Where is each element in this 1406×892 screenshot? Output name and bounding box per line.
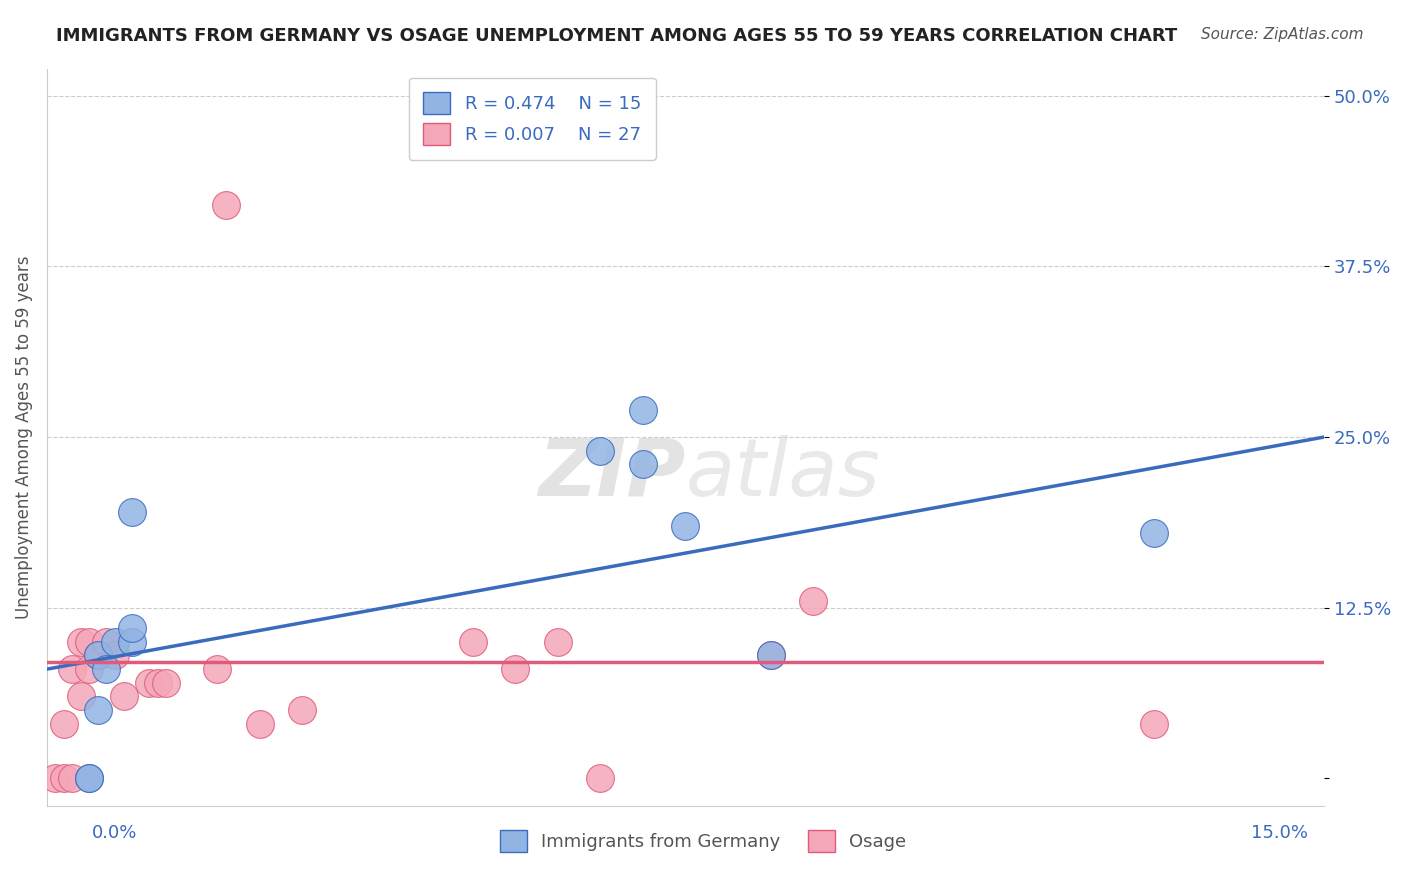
Point (70, 635, 93, 649)
Point (1143, 525, 1166, 540)
Point (70, 690, 93, 704)
Point (96, 662, 118, 676)
Point (104, 648, 127, 663)
Text: ZIP: ZIP (538, 435, 685, 513)
Point (631, 402, 654, 417)
Legend: Immigrants from Germany, Osage: Immigrants from Germany, Osage (491, 821, 915, 861)
Text: 15.0%: 15.0% (1250, 824, 1308, 842)
Point (155, 675, 177, 690)
Point (121, 635, 143, 649)
Point (79, 772, 101, 786)
Text: Source: ZipAtlas.com: Source: ZipAtlas.com (1201, 27, 1364, 42)
Point (291, 703, 314, 717)
Point (62, 772, 84, 786)
Point (249, 716, 271, 731)
Point (96, 635, 118, 649)
Text: atlas: atlas (685, 435, 880, 513)
Point (461, 635, 484, 649)
Point (87, 703, 110, 717)
Text: IMMIGRANTS FROM GERMANY VS OSAGE UNEMPLOYMENT AMONG AGES 55 TO 59 YEARS CORRELAT: IMMIGRANTS FROM GERMANY VS OSAGE UNEMPLO… (56, 27, 1177, 45)
Point (146, 675, 169, 690)
Point (79, 635, 101, 649)
Point (87, 648, 110, 663)
Point (104, 635, 127, 649)
Point (79, 662, 101, 676)
Point (205, 662, 228, 676)
Point (215, 198, 238, 212)
Point (62, 662, 84, 676)
Point (589, 443, 612, 458)
Point (52, 716, 75, 731)
Point (138, 675, 160, 690)
Point (547, 635, 569, 649)
Point (44, 772, 66, 786)
Point (589, 772, 612, 786)
Legend: R = 0.474    N = 15, R = 0.007    N = 27: R = 0.474 N = 15, R = 0.007 N = 27 (409, 78, 655, 160)
Point (112, 690, 135, 704)
Point (121, 505, 143, 519)
Point (1143, 716, 1166, 731)
Point (79, 772, 101, 786)
Point (87, 648, 110, 663)
Point (121, 621, 143, 635)
Point (759, 648, 782, 663)
Y-axis label: Unemployment Among Ages 55 to 59 years: Unemployment Among Ages 55 to 59 years (15, 255, 32, 619)
Point (673, 518, 696, 533)
Point (631, 458, 654, 472)
Point (801, 594, 824, 608)
Point (759, 648, 782, 663)
Point (52, 772, 75, 786)
Text: 0.0%: 0.0% (91, 824, 136, 842)
Point (503, 662, 526, 676)
